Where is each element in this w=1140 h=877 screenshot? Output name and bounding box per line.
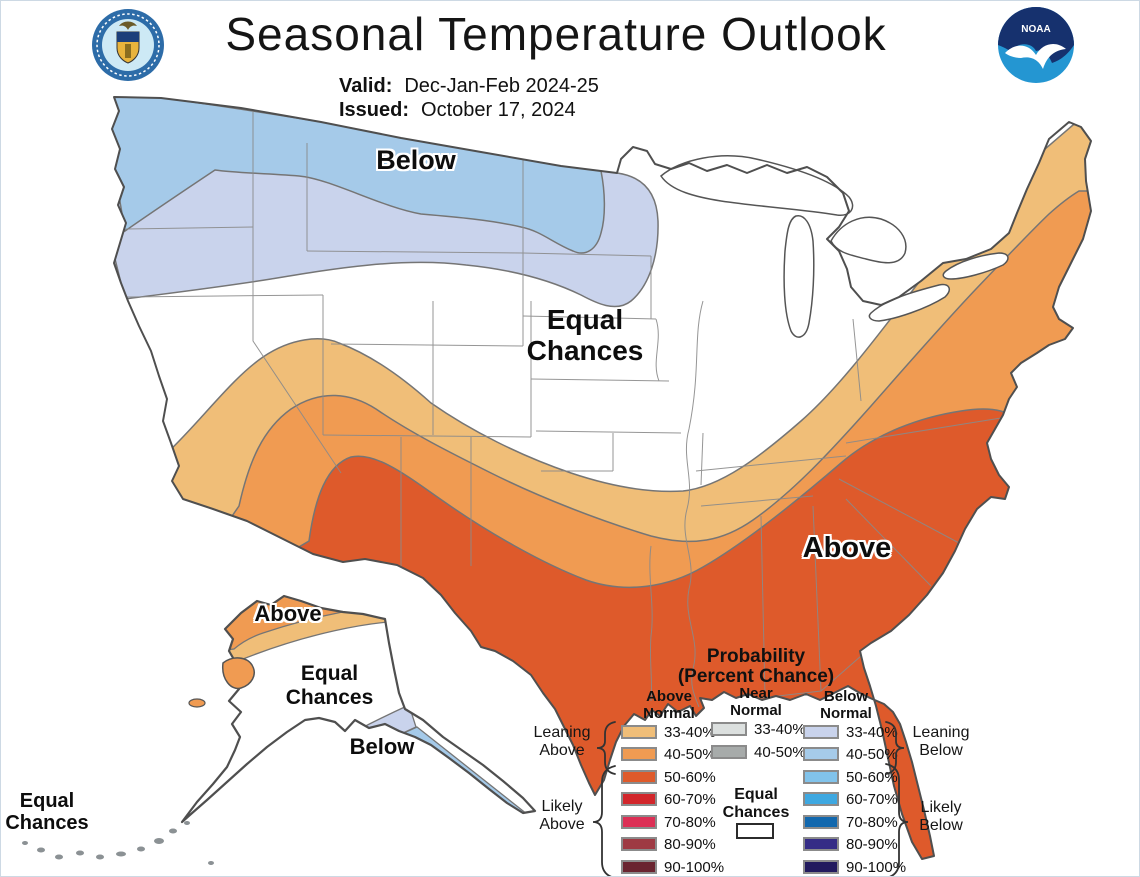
legend-row-below-33-40: 33-40%: [803, 722, 898, 742]
legend-group-leaning-above: Leaning Above: [533, 724, 591, 760]
swatch-above-70-80: [621, 815, 657, 829]
legend-equal-chances-swatch: [736, 823, 774, 839]
legend-group-leaning-below: Leaning Below: [912, 724, 970, 760]
swatch-below-70-80: [803, 815, 839, 829]
valid-value: Dec-Jan-Feb 2024-25: [404, 75, 599, 97]
page-title: Seasonal Temperature Outlook: [225, 8, 887, 60]
state-borders: [120, 111, 1002, 708]
lake-erie: [868, 283, 950, 322]
legend-row-below-90-100: 90-100%: [803, 857, 906, 876]
swatch-below-80-90: [803, 837, 839, 851]
label-conus-above: Above: [802, 532, 892, 564]
label-aleutians-equal-chances: Equal Chances: [5, 790, 89, 835]
legend-col-near-normal: Near Normal: [730, 685, 782, 719]
legend-row-above-60-70: 60-70%: [621, 789, 716, 809]
alaska-island-orange: [188, 698, 206, 708]
noaa-bird-icon: [1005, 44, 1066, 69]
lake-huron: [830, 216, 907, 264]
legend-title: Probability: [706, 646, 806, 667]
label-alaska-below: Below: [349, 734, 415, 759]
swatch-below-60-70: [803, 792, 839, 806]
legend-row-above-40-50: 40-50%: [621, 744, 716, 764]
issued-label: Issued:: [339, 99, 410, 121]
legend-subtitle: (Percent Chance): [677, 666, 835, 687]
department-of-commerce-seal: [92, 9, 164, 81]
label-conus-equal-chances: Equal Chances: [526, 304, 644, 367]
legend-row-above-50-60: 50-60%: [621, 767, 716, 787]
legend-row-below-60-70: 60-70%: [803, 789, 898, 809]
lake-ontario: [942, 252, 1009, 280]
swatch-above-80-90: [621, 837, 657, 851]
alaska-outline: [180, 594, 537, 824]
legend-group-likely-below: Likely Below: [919, 799, 963, 835]
swatch-below-33-40: [803, 725, 839, 739]
legend-row-below-70-80: 70-80%: [803, 812, 898, 832]
issued-line: Issued: October 17, 2024: [339, 99, 576, 122]
swatch-above-90-100: [621, 860, 657, 874]
legend-row-above-70-80: 70-80%: [621, 812, 716, 832]
legend-row-below-50-60: 50-60%: [803, 767, 898, 787]
swatch-below-50-60: [803, 770, 839, 784]
noaa-logo: NOAA: [998, 7, 1074, 83]
legend-equal-chances: Equal Chances: [722, 786, 790, 822]
swatch-above-50-60: [621, 770, 657, 784]
issued-value: October 17, 2024: [421, 99, 576, 121]
alaska-base-equal-chances: [182, 596, 535, 822]
legend-row-near-33-40: 33-40%: [711, 719, 806, 739]
label-alaska-above: Above: [254, 601, 322, 626]
legend-group-likely-above: Likely Above: [539, 798, 585, 834]
label-alaska-equal-chances: Equal Chances: [285, 662, 374, 709]
label-conus-below: Below: [376, 145, 456, 175]
lake-michigan: [783, 215, 815, 338]
seal-eagle-icon: [119, 21, 137, 30]
legend-row-below-40-50: 40-50%: [803, 744, 898, 764]
aleutian-islands: [22, 821, 214, 865]
swatch-above-60-70: [621, 792, 657, 806]
alaska-west-orange-blob: [222, 657, 255, 690]
probability-legend: Probability (Percent Chance) Above Norma…: [491, 646, 1036, 876]
legend-row-above-80-90: 80-90%: [621, 834, 716, 854]
legend-col-above-normal: Above Normal: [643, 688, 695, 722]
noaa-logo-text: NOAA: [1021, 24, 1050, 35]
swatch-near-33-40: [711, 722, 747, 736]
legend-row-near-40-50: 40-50%: [711, 742, 806, 762]
legend-col-below-normal: Below Normal: [820, 688, 872, 722]
valid-line: Valid: Dec-Jan-Feb 2024-25: [339, 75, 599, 98]
swatch-below-90-100: [803, 860, 839, 874]
swatch-near-40-50: [711, 745, 747, 759]
swatch-below-40-50: [803, 747, 839, 761]
legend-row-below-80-90: 80-90%: [803, 834, 898, 854]
swatch-above-33-40: [621, 725, 657, 739]
legend-row-above-90-100: 90-100%: [621, 857, 724, 876]
valid-label: Valid:: [339, 75, 393, 97]
swatch-above-40-50: [621, 747, 657, 761]
legend-row-above-33-40: 33-40%: [621, 722, 716, 742]
